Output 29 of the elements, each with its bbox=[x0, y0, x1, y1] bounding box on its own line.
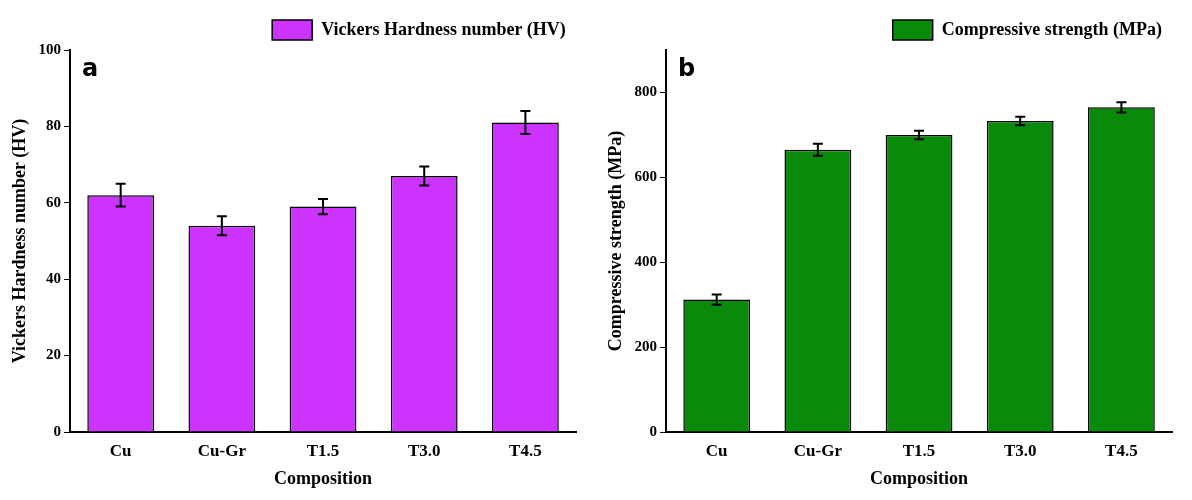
y-axis-title: Vickers Hardness number (HV) bbox=[9, 118, 31, 364]
x-tick-label: T3.0 bbox=[1003, 440, 1037, 460]
y-tick-label: 200 bbox=[634, 337, 658, 354]
legend-label: Compressive strength (MPa) bbox=[941, 18, 1163, 40]
y-tick-label: 20 bbox=[46, 346, 62, 363]
legend-label: Vickers Hardness number (HV) bbox=[321, 18, 566, 40]
x-tick-label: T4.5 bbox=[1105, 440, 1138, 460]
y-tick-label: 0 bbox=[649, 422, 658, 439]
x-tick-label: T4.5 bbox=[509, 440, 542, 460]
x-tick-label: Cu-Gr bbox=[793, 440, 843, 460]
y-tick-label: 60 bbox=[46, 193, 62, 210]
x-tick-label: T1.5 bbox=[902, 440, 936, 460]
x-tick-label: T1.5 bbox=[306, 440, 340, 460]
y-axis-title: Compressive strength (MPa) bbox=[605, 130, 627, 352]
x-tick-label: Cu bbox=[109, 440, 132, 460]
y-tick-label: 800 bbox=[634, 83, 658, 100]
y-tick-label: 80 bbox=[46, 117, 62, 134]
y-tick-label: 400 bbox=[634, 253, 658, 270]
y-tick-label: 100 bbox=[38, 40, 62, 57]
x-tick-label: Cu bbox=[705, 440, 728, 460]
x-tick-label: T3.0 bbox=[407, 440, 441, 460]
x-axis-title: Composition bbox=[870, 467, 969, 488]
y-tick-label: 40 bbox=[46, 270, 62, 287]
annotation: b bbox=[678, 54, 696, 83]
x-tick-label: Cu-Gr bbox=[197, 440, 247, 460]
y-tick-label: 0 bbox=[53, 422, 62, 439]
y-tick-label: 600 bbox=[634, 168, 658, 185]
x-axis-title: Composition bbox=[274, 467, 373, 488]
annotation: a bbox=[82, 54, 99, 83]
